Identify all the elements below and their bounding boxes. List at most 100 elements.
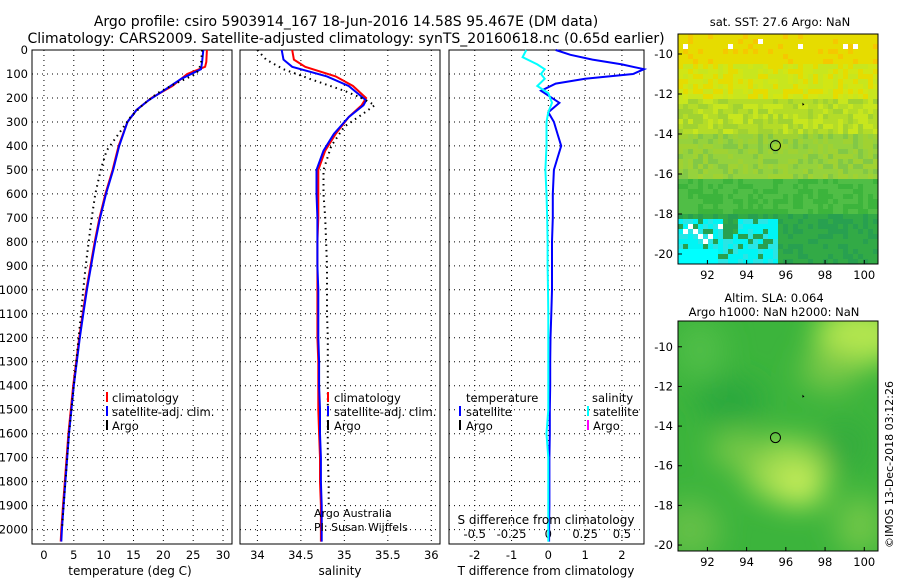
sst-map-cell — [828, 199, 833, 204]
sst-map-cell — [748, 44, 753, 49]
sst-map-cell — [818, 44, 823, 49]
sst-map-cell — [873, 159, 878, 164]
sst-map-cell — [688, 249, 693, 254]
sst-map-cell — [698, 134, 703, 139]
sst-map-cell — [843, 144, 848, 149]
sst-map-cell — [723, 59, 728, 64]
sst-map-cell — [753, 124, 758, 129]
depth-tick-label: 400 — [6, 139, 28, 153]
sst-map-cell — [803, 179, 808, 184]
sst-map-cell — [823, 54, 828, 59]
sst-map-cell — [723, 224, 728, 229]
sst-map-cell — [683, 119, 688, 124]
sst-map-cell — [733, 129, 738, 134]
sst-map-cell — [868, 169, 873, 174]
sst-map-cell — [753, 204, 758, 209]
sst-map-cell — [778, 229, 783, 234]
sst-map-cell — [773, 244, 778, 249]
sst-map-cell — [718, 74, 723, 79]
sst-map-cell — [713, 224, 718, 229]
sst-map-cell — [803, 129, 808, 134]
sst-map-cell — [708, 214, 713, 219]
sst-map-cell — [738, 214, 743, 219]
sst-map-cell — [753, 114, 758, 119]
sst-map-cell — [733, 149, 738, 154]
legend-label-t-argo: Argo — [466, 419, 493, 433]
sst-map-cell — [873, 154, 878, 159]
sst-map-cell — [758, 64, 763, 69]
sst-map-cell — [738, 254, 743, 259]
sst-map-cell — [698, 39, 703, 44]
sst-map-cell — [748, 179, 753, 184]
sst-map-cell — [753, 229, 758, 234]
sst-map-cell — [838, 214, 843, 219]
sst-map-cell — [868, 129, 873, 134]
sst-map-cell — [803, 259, 808, 264]
sst-map-cell — [773, 54, 778, 59]
sst-map-cell — [713, 109, 718, 114]
sst-map-cell — [858, 139, 863, 144]
sst-map-cell — [693, 219, 698, 224]
sst-map-cell — [768, 184, 773, 189]
sst-map-cell — [708, 84, 713, 89]
sst-map-cell — [723, 129, 728, 134]
sst-map-cell — [768, 44, 773, 49]
sst-map-cell — [873, 74, 878, 79]
sst-map-cell — [763, 214, 768, 219]
sst-map-cell — [853, 54, 858, 59]
sst-map-lat-tick-label: -16 — [654, 167, 673, 181]
sst-map-cell — [868, 44, 873, 49]
sst-map-cell — [683, 94, 688, 99]
sst-map-cell — [788, 59, 793, 64]
sst-map-cell — [868, 94, 873, 99]
sst-map-cell — [793, 239, 798, 244]
sst-map-cell — [753, 154, 758, 159]
sst-map-cell — [723, 239, 728, 244]
sst-map-cell — [828, 144, 833, 149]
argo-location-markers — [769, 102, 805, 444]
sst-map-cell — [713, 144, 718, 149]
sst-map-cell — [823, 189, 828, 194]
sst-map-cell — [803, 149, 808, 154]
sst-map-cell — [688, 89, 693, 94]
sst-map-cell — [818, 224, 823, 229]
sst-map-cell — [818, 39, 823, 44]
argo-position-marker — [769, 432, 781, 444]
sst-map-cell — [718, 79, 723, 84]
series-line-argo — [256, 49, 377, 506]
sst-map-cell — [773, 94, 778, 99]
sst-map-cell — [748, 194, 753, 199]
sst-map-cell — [678, 219, 683, 224]
sst-map-cell — [713, 189, 718, 194]
sst-map-cell — [683, 149, 688, 154]
sst-map-cell — [723, 199, 728, 204]
sst-map-cell — [688, 229, 693, 234]
sst-map-cell — [728, 54, 733, 59]
sst-map-cell — [873, 94, 878, 99]
sst-map-cell — [743, 144, 748, 149]
sst-map-cell — [738, 174, 743, 179]
sst-map-cell — [693, 154, 698, 159]
sst-map-cell — [798, 114, 803, 119]
sst-map-cell — [848, 124, 853, 129]
sst-map-cell — [808, 244, 813, 249]
sst-map-cell — [693, 129, 698, 134]
sst-map-title: sat. SST: 27.6 Argo: NaN — [710, 15, 851, 29]
sst-map-cell — [828, 249, 833, 254]
sst-map-cell — [688, 214, 693, 219]
sst-map-cell — [813, 234, 818, 239]
sst-map-cell — [753, 219, 758, 224]
sst-map-cell — [773, 79, 778, 84]
sst-map-cell — [728, 199, 733, 204]
sst-map-lon-tick-label: 96 — [779, 268, 794, 282]
sst-map-cell — [683, 74, 688, 79]
sst-map-cell — [838, 159, 843, 164]
sst-map-cell — [868, 74, 873, 79]
sst-map-cell — [858, 104, 863, 109]
sst-map-cell — [788, 54, 793, 59]
depth-tick-label: 1000 — [0, 283, 28, 297]
sst-map-cell — [698, 34, 703, 39]
sst-map-cell — [868, 244, 873, 249]
sst-map-cell — [758, 44, 763, 49]
sst-map-cell — [723, 219, 728, 224]
